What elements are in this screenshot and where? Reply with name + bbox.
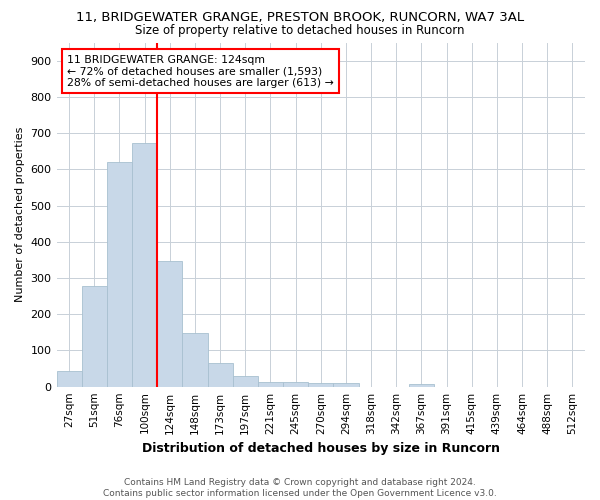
- Bar: [283, 382, 308, 386]
- Bar: [132, 143, 157, 386]
- Text: 11 BRIDGEWATER GRANGE: 124sqm
← 72% of detached houses are smaller (1,593)
28% o: 11 BRIDGEWATER GRANGE: 124sqm ← 72% of d…: [67, 54, 334, 88]
- Text: Contains HM Land Registry data © Crown copyright and database right 2024.
Contai: Contains HM Land Registry data © Crown c…: [103, 478, 497, 498]
- Y-axis label: Number of detached properties: Number of detached properties: [15, 127, 25, 302]
- Bar: [157, 261, 182, 386]
- Bar: [182, 334, 208, 386]
- Bar: [82, 286, 107, 386]
- Bar: [258, 382, 283, 386]
- Bar: [56, 370, 82, 386]
- Bar: [409, 384, 434, 386]
- Bar: [233, 376, 258, 386]
- Text: 11, BRIDGEWATER GRANGE, PRESTON BROOK, RUNCORN, WA7 3AL: 11, BRIDGEWATER GRANGE, PRESTON BROOK, R…: [76, 11, 524, 24]
- Bar: [308, 383, 334, 386]
- Text: Size of property relative to detached houses in Runcorn: Size of property relative to detached ho…: [135, 24, 465, 37]
- Bar: [334, 383, 359, 386]
- Bar: [208, 363, 233, 386]
- Bar: [107, 162, 132, 386]
- X-axis label: Distribution of detached houses by size in Runcorn: Distribution of detached houses by size …: [142, 442, 500, 455]
